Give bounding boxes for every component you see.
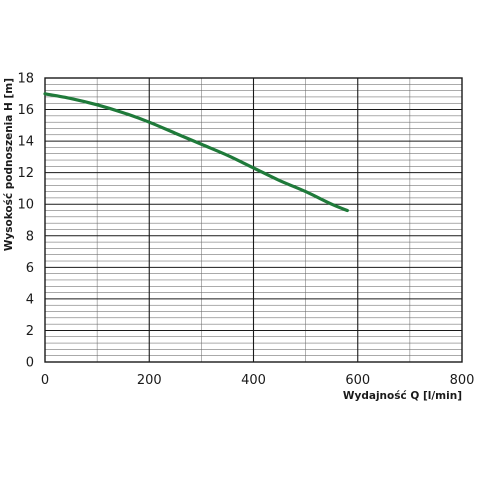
x-tick-label: 400 xyxy=(241,373,266,388)
plot-frame xyxy=(44,77,463,363)
x-tick-label: 800 xyxy=(450,373,475,388)
x-tick-labels: 0 200 400 600 800 xyxy=(41,373,475,388)
x-tick-label: 0 xyxy=(41,373,49,388)
y-tick-label: 10 xyxy=(17,198,34,213)
y-tick-labels: 0 2 4 6 8 10 12 14 16 18 xyxy=(17,72,34,371)
y-tick-label: 18 xyxy=(17,72,34,87)
y-tick-label: 12 xyxy=(17,166,34,181)
x-axis-title: Wydajność Q [l/min] xyxy=(343,390,462,402)
y-tick-label: 16 xyxy=(17,103,34,118)
y-tick-label: 14 xyxy=(17,135,34,150)
y-tick-label: 6 xyxy=(26,261,34,276)
pump-curve-line xyxy=(43,92,349,213)
series-layer xyxy=(43,92,349,213)
y-tick-label: 2 xyxy=(26,324,34,339)
y-tick-label: 4 xyxy=(26,292,34,307)
y-axis-title: Wysokość podnoszenia H [m] xyxy=(3,78,15,251)
x-tick-label: 600 xyxy=(345,373,370,388)
x-tick-label: 200 xyxy=(137,373,162,388)
y-tick-label: 0 xyxy=(26,356,34,371)
y-tick-label: 8 xyxy=(26,229,34,244)
major-grid xyxy=(45,78,462,362)
